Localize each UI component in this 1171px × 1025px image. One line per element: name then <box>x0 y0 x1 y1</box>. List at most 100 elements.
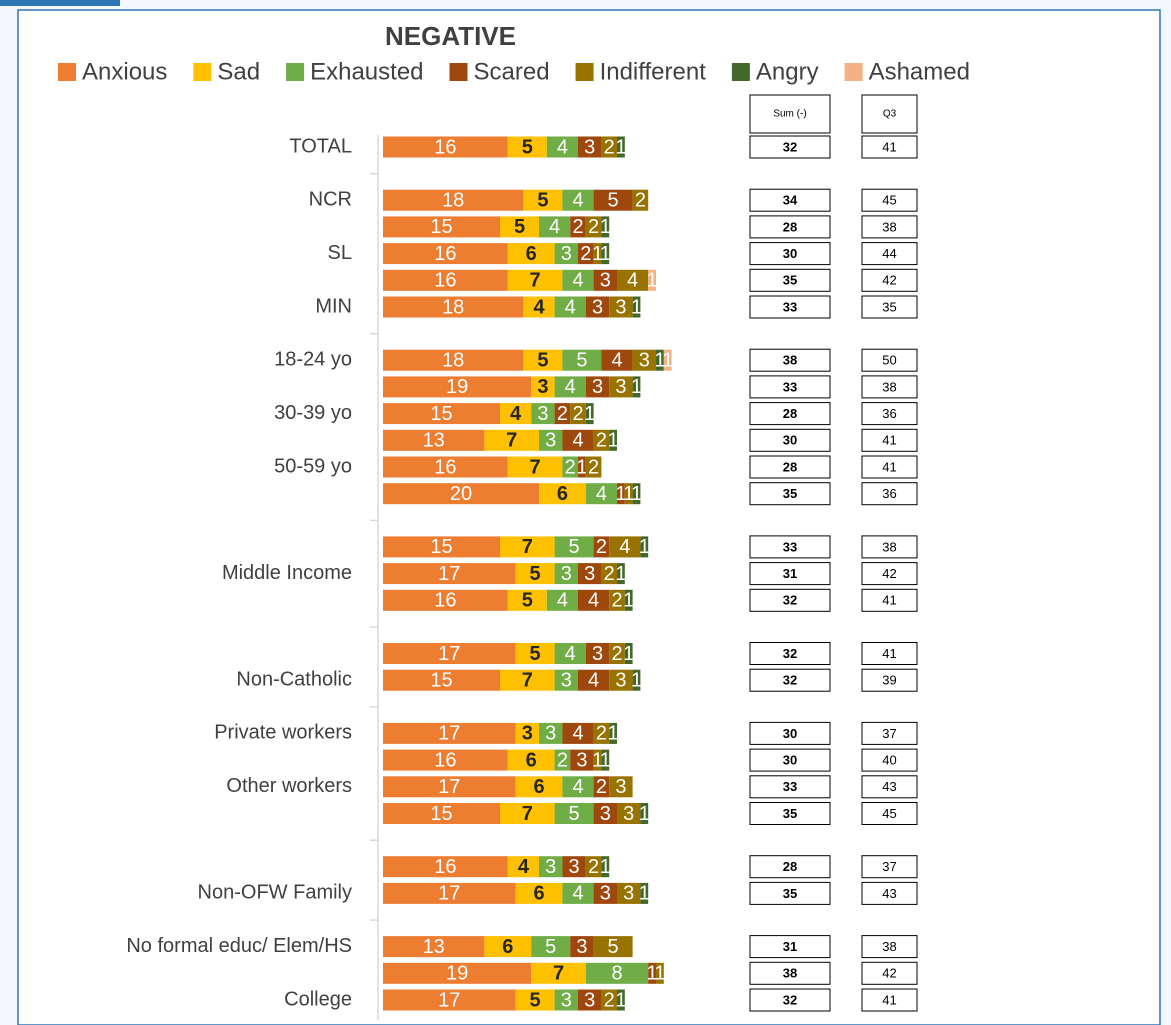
category-label: SL <box>328 242 352 264</box>
data-label: 4 <box>572 776 583 798</box>
data-label: 3 <box>639 349 650 371</box>
legend-swatch <box>449 63 468 81</box>
table-cell <box>749 428 831 452</box>
table-value: 41 <box>882 992 896 1007</box>
bar-segment <box>578 989 602 1011</box>
table-cell <box>861 455 918 479</box>
bar-segment <box>554 749 571 771</box>
table-cell <box>749 588 831 612</box>
table-value: 38 <box>882 539 896 554</box>
bar-segment <box>585 483 617 505</box>
data-label: 2 <box>588 856 599 878</box>
legend-label: Ashamed <box>869 58 970 85</box>
data-label: 4 <box>557 590 568 612</box>
bar-segment <box>383 296 524 318</box>
data-label: 2 <box>557 403 568 425</box>
bar-segment <box>609 589 625 611</box>
table-value: 33 <box>783 779 797 794</box>
bar-segment <box>640 536 649 558</box>
bar-segment <box>617 563 625 585</box>
bar-segment <box>539 483 586 505</box>
table-value: 28 <box>783 859 797 874</box>
table-value: 30 <box>783 246 797 261</box>
bar-segment <box>570 749 594 771</box>
table-header-cell <box>749 94 831 134</box>
table-value: 42 <box>882 566 896 581</box>
bar-segment <box>554 536 594 558</box>
table-cell <box>749 775 831 799</box>
bar-segment <box>585 643 610 664</box>
data-label: 6 <box>557 483 568 505</box>
data-label: 5 <box>530 643 541 665</box>
data-label: 2 <box>572 403 583 425</box>
data-label: 16 <box>434 590 456 612</box>
category-label: College <box>284 988 352 1010</box>
bar-segment <box>578 456 586 478</box>
table-cell <box>749 935 831 959</box>
bar-segment <box>554 403 571 425</box>
bar-segment <box>609 643 625 664</box>
bar-segment <box>593 749 602 771</box>
data-label: 4 <box>572 189 583 211</box>
bar-segment <box>601 349 633 371</box>
data-label: 2 <box>635 189 646 211</box>
table-cell <box>749 802 831 825</box>
data-label: 5 <box>530 563 541 585</box>
bar-segment <box>609 722 617 744</box>
data-label: 2 <box>572 216 583 238</box>
bar-segment <box>383 243 508 265</box>
data-label: 3 <box>576 749 587 771</box>
table-cell <box>749 402 831 426</box>
bar-segment <box>523 296 555 318</box>
bar-segment <box>554 376 586 398</box>
table-cell <box>861 215 918 239</box>
category-label: NCR <box>309 188 352 210</box>
table-cell <box>749 482 831 506</box>
bar-segment <box>484 429 539 451</box>
data-label: 3 <box>615 669 626 691</box>
bar-segment <box>539 856 563 878</box>
bar-segment <box>500 803 555 824</box>
bar-segment <box>383 643 516 664</box>
table-value: 41 <box>882 459 896 474</box>
bar-segment <box>500 403 532 425</box>
bar-segment <box>546 589 578 611</box>
data-label: 1 <box>647 963 658 985</box>
bar-segment <box>648 269 656 291</box>
bar-segment <box>578 669 610 691</box>
legend-label: Scared <box>474 58 550 85</box>
bar-segment <box>578 589 610 611</box>
table-cell <box>749 188 831 212</box>
data-label: 15 <box>430 536 452 558</box>
legend-swatch <box>575 63 594 81</box>
table-value: 30 <box>783 726 797 741</box>
table-cell <box>861 135 918 159</box>
data-label: 3 <box>537 376 548 398</box>
corner-tab <box>0 0 120 6</box>
data-label: 1 <box>631 376 642 398</box>
table-cell <box>749 348 831 372</box>
data-label: 18 <box>442 349 464 371</box>
bar-segment <box>554 669 578 691</box>
data-label: 4 <box>611 349 622 371</box>
bar-segment <box>585 962 649 984</box>
bar-segment <box>383 882 516 904</box>
table-cell <box>749 748 831 772</box>
bar-segment <box>562 776 594 798</box>
bar-segment <box>585 856 602 878</box>
data-label: 1 <box>576 456 587 478</box>
legend-label: Angry <box>756 58 819 85</box>
bar-segment <box>578 136 602 158</box>
bar-segment <box>554 296 586 318</box>
table-value: 42 <box>882 966 896 981</box>
table-header: Q3 <box>883 109 897 120</box>
legend-swatch <box>844 63 863 81</box>
table-value: 37 <box>882 726 896 741</box>
data-label: 3 <box>592 296 603 318</box>
data-label: 1 <box>615 136 626 158</box>
data-label: 1 <box>623 643 634 665</box>
bar-segment <box>383 856 508 878</box>
bar-segment <box>609 376 633 398</box>
table-cell <box>861 748 918 772</box>
bar-segment <box>593 936 633 958</box>
